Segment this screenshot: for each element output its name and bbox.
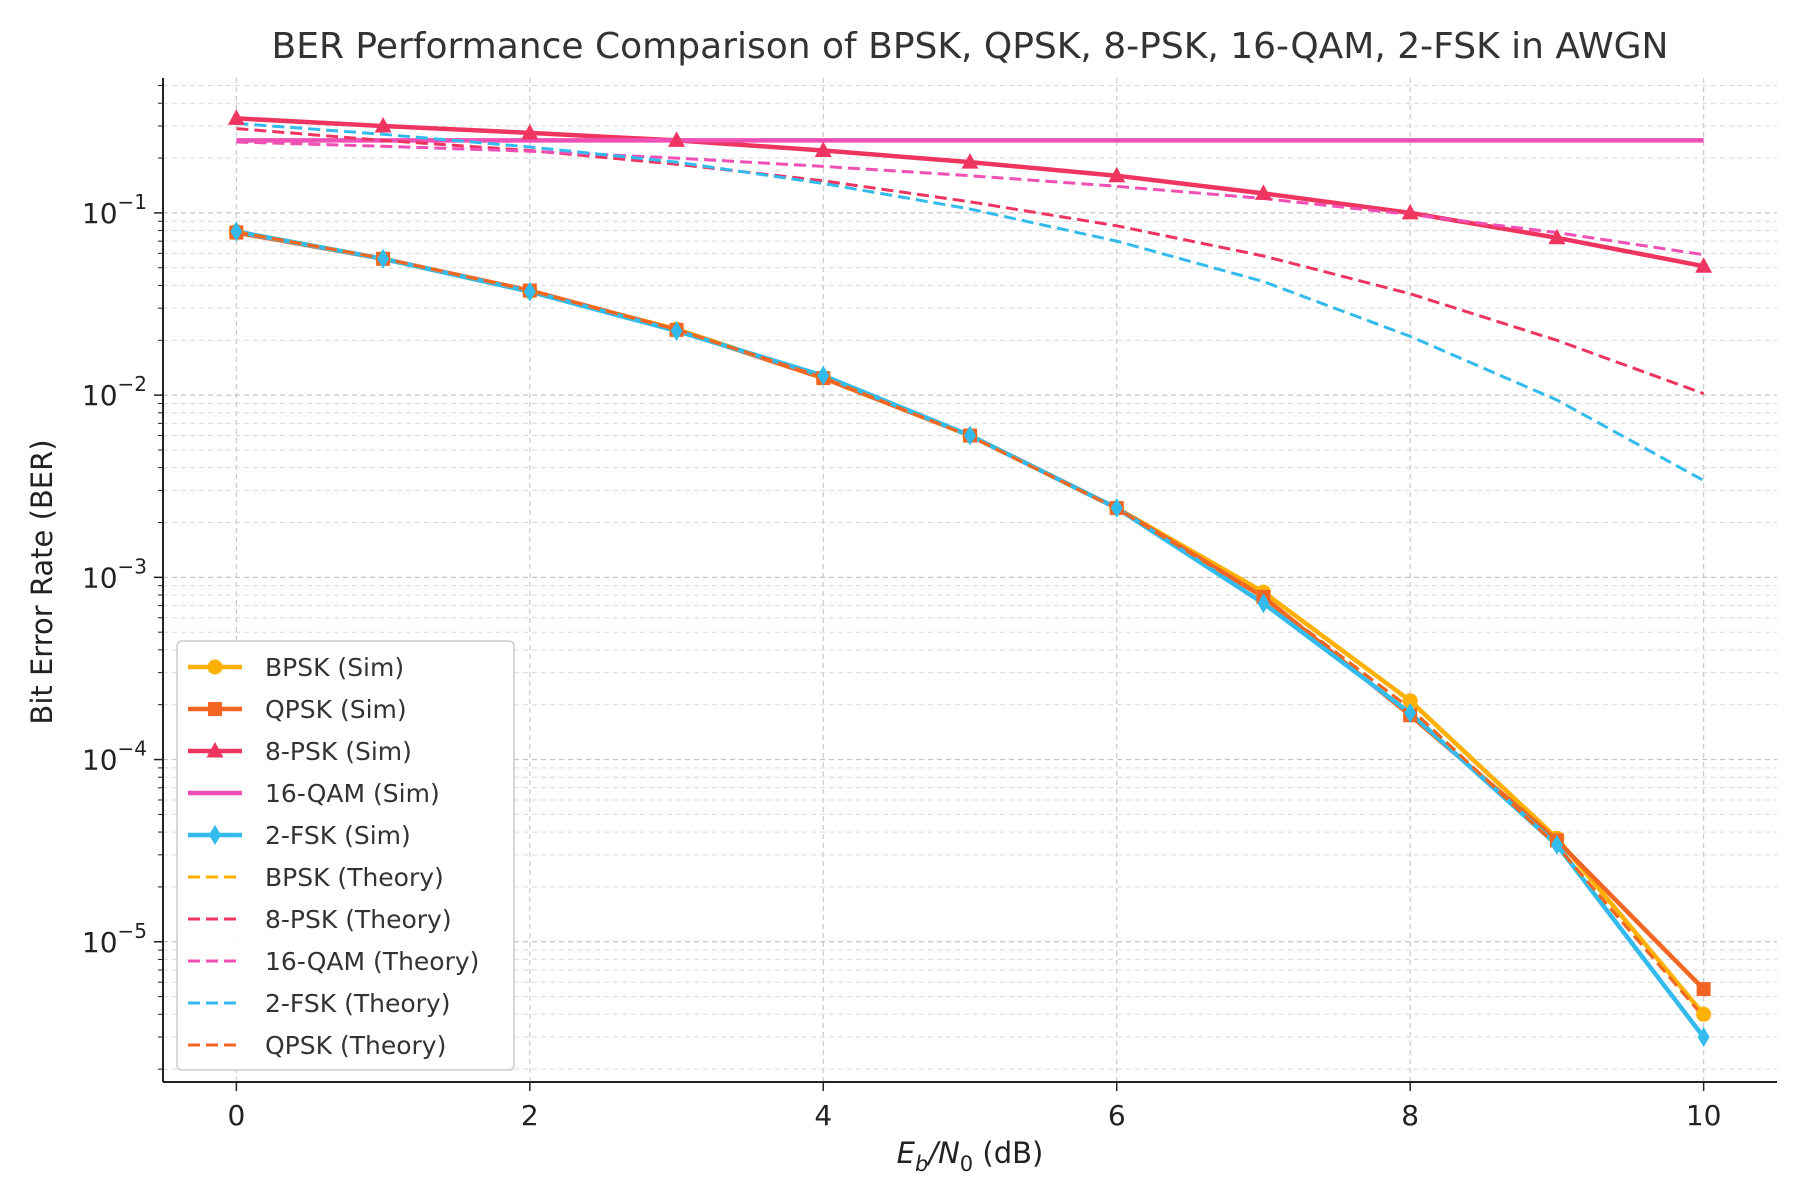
data-point-2-fsk-sim [230,221,243,242]
data-point-2-fsk-sim [1404,703,1417,724]
series-line-16-qam-theory [236,140,1704,257]
data-point-8-psk-sim [961,153,979,169]
y-tick-label: 10−5 [82,919,147,959]
data-point-bpsk-sim [1402,693,1418,709]
x-tick-label: 6 [1108,1099,1126,1132]
legend-marker [208,702,222,716]
data-point-bpsk-sim [1696,1006,1712,1022]
x-axis-label: Eb/N0 (dB) [897,1136,1044,1176]
x-tick-label: 0 [227,1099,245,1132]
y-tick-label: 10−1 [82,190,147,230]
axes [162,78,1777,1083]
data-point-2-fsk-sim [817,365,830,386]
x-tick-label: 8 [1401,1099,1419,1132]
legend: BPSK (Sim) QPSK (Sim) 8-PSK (Sim) 16-QAM (S… [176,640,515,1071]
data-point-qpsk-sim [1696,982,1711,997]
y-tick-label: 10−4 [82,737,147,777]
legend-label: QPSK (Sim) [265,695,407,724]
data-point-8-psk-sim [814,141,832,158]
legend-label: 16-QAM (Theory) [265,947,479,976]
x-tick-label: 10 [1686,1099,1722,1132]
legend-marker [207,659,223,675]
data-point-2-fsk-sim [1110,498,1123,519]
series-line-2-fsk-theory [236,121,1705,482]
data-point-2-fsk-sim [377,248,390,269]
legend-label: 16-QAM (Sim) [265,779,440,808]
data-point-2-fsk-sim [670,320,683,341]
data-point-2-fsk-sim [523,281,536,302]
data-point-2-fsk-sim [1550,834,1563,855]
legend-label: 8-PSK (Theory) [265,905,452,934]
series-line-8-psk-theory [236,127,1705,396]
legend-marker [209,825,221,845]
data-point-2-fsk-sim [1697,1027,1710,1048]
legend-label: 2-FSK (Sim) [265,821,411,850]
legend-label: 2-FSK (Theory) [265,989,450,1018]
data-point-8-psk-sim [521,123,539,140]
legend-label: BPSK (Theory) [265,863,444,892]
y-tick-label: 10−3 [82,554,147,594]
legend-frame [176,640,515,1071]
y-tick-label: 10−2 [82,372,147,412]
series-markers [227,109,1713,1048]
data-point-8-psk-sim [668,131,686,147]
x-ticks: 0 2 4 6 8 10 [227,1082,1721,1132]
data-point-8-psk-sim [1548,228,1566,245]
legend-label: BPSK (Sim) [265,653,404,682]
data-point-2-fsk-sim [1257,593,1270,614]
legend-label: QPSK (Theory) [265,1031,446,1060]
legend-marker [206,742,224,758]
legend-label: 8-PSK (Sim) [265,737,412,766]
data-point-8-psk-sim [1695,257,1713,273]
y-axis-label: Bit Error Rate (BER) [25,439,59,724]
x-tick-label: 2 [521,1099,539,1132]
data-point-8-psk-sim [374,116,392,133]
y-ticks: 10−1 10−2 10−3 10−4 10−5 [82,85,163,1070]
data-point-8-psk-sim [227,109,245,125]
chart-title: BER Performance Comparison of BPSK, QPSK… [272,26,1669,67]
data-point-2-fsk-sim [964,425,976,446]
x-tick-label: 4 [814,1099,832,1132]
data-point-8-psk-sim [1401,203,1419,220]
data-point-8-psk-sim [1108,166,1126,183]
data-point-8-psk-sim [1254,184,1272,200]
